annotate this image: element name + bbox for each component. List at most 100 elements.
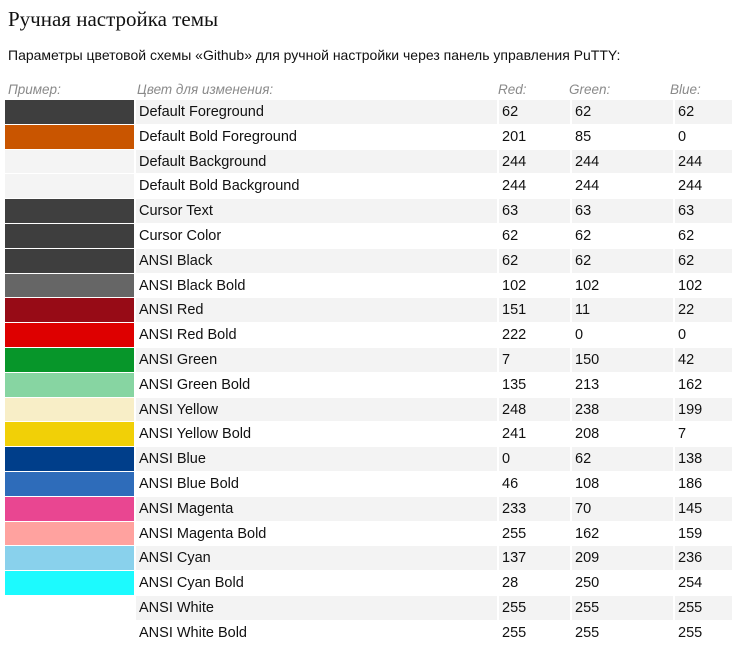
blue-value: 7 (675, 421, 732, 447)
color-name: ANSI Magenta Bold (136, 520, 497, 546)
table-row: ANSI Black Bold 102 102 102 (5, 272, 732, 298)
blue-value: 186 (675, 470, 732, 496)
color-swatch (5, 594, 134, 620)
table-row: Cursor Color 62 62 62 (5, 222, 732, 248)
color-swatch (5, 123, 134, 149)
table-row: Default Background 244 244 244 (5, 148, 732, 174)
color-swatch (5, 520, 134, 546)
color-name: ANSI Cyan Bold (136, 570, 497, 595)
color-name: ANSI Yellow Bold (136, 421, 497, 447)
red-value: 62 (499, 222, 570, 248)
green-value: 85 (572, 123, 673, 149)
green-value: 62 (572, 247, 673, 273)
color-name: ANSI Black Bold (136, 272, 497, 298)
blue-value: 62 (675, 247, 732, 273)
blue-value: 255 (675, 619, 732, 645)
green-value: 244 (572, 173, 673, 199)
table-row: ANSI Red Bold 222 0 0 (5, 322, 732, 347)
table-row: ANSI White Bold 255 255 255 (5, 619, 732, 645)
color-swatch (5, 619, 134, 645)
color-swatch (5, 421, 134, 447)
table-row: ANSI Cyan Bold 28 250 254 (5, 570, 732, 595)
header-red: Red: (498, 82, 527, 97)
red-value: 28 (499, 570, 570, 595)
color-name: ANSI Black (136, 247, 497, 273)
blue-value: 62 (675, 99, 732, 124)
red-value: 255 (499, 619, 570, 645)
color-name: ANSI Blue Bold (136, 470, 497, 496)
color-name: ANSI Red (136, 297, 497, 323)
red-value: 244 (499, 148, 570, 174)
green-value: 208 (572, 421, 673, 447)
color-name: ANSI Cyan (136, 545, 497, 571)
header-example: Пример: (8, 82, 61, 97)
header-color: Цвет для изменения: (137, 82, 274, 97)
green-value: 102 (572, 272, 673, 298)
red-value: 63 (499, 198, 570, 223)
color-name: ANSI White Bold (136, 619, 497, 645)
intro-text: Параметры цветовой схемы «Github» для ру… (8, 47, 621, 63)
table-row: ANSI Yellow 248 238 199 (5, 396, 732, 422)
color-name: Default Bold Background (136, 173, 497, 199)
color-name: Cursor Text (136, 198, 497, 223)
color-swatch (5, 570, 134, 595)
page-title: Ручная настройка темы (8, 7, 219, 31)
blue-value: 254 (675, 570, 732, 595)
table-row: ANSI Yellow Bold 241 208 7 (5, 421, 732, 447)
header-blue: Blue: (670, 82, 701, 97)
color-name: ANSI White (136, 594, 497, 620)
blue-value: 62 (675, 222, 732, 248)
color-name: Default Bold Foreground (136, 123, 497, 149)
blue-value: 199 (675, 396, 732, 422)
color-name: ANSI Green (136, 346, 497, 372)
red-value: 62 (499, 99, 570, 124)
color-name: ANSI Green Bold (136, 371, 497, 397)
green-value: 62 (572, 99, 673, 124)
blue-value: 42 (675, 346, 732, 372)
blue-value: 138 (675, 446, 732, 471)
table-row: Cursor Text 63 63 63 (5, 198, 732, 223)
table-row: ANSI Blue Bold 46 108 186 (5, 470, 732, 496)
color-name: Default Foreground (136, 99, 497, 124)
color-swatch (5, 148, 134, 174)
table-row: Default Bold Foreground 201 85 0 (5, 123, 732, 149)
red-value: 62 (499, 247, 570, 273)
blue-value: 236 (675, 545, 732, 571)
blue-value: 244 (675, 173, 732, 199)
green-value: 213 (572, 371, 673, 397)
red-value: 135 (499, 371, 570, 397)
blue-value: 102 (675, 272, 732, 298)
green-value: 63 (572, 198, 673, 223)
color-table: Пример: Цвет для изменения: Red: Green: … (5, 80, 732, 645)
blue-value: 63 (675, 198, 732, 223)
color-name: ANSI Yellow (136, 396, 497, 422)
green-value: 11 (572, 297, 673, 323)
blue-value: 22 (675, 297, 732, 323)
red-value: 244 (499, 173, 570, 199)
color-swatch (5, 495, 134, 521)
color-swatch (5, 297, 134, 323)
blue-value: 255 (675, 594, 732, 620)
color-swatch (5, 446, 134, 471)
green-value: 62 (572, 446, 673, 471)
color-swatch (5, 470, 134, 496)
red-value: 255 (499, 594, 570, 620)
green-value: 108 (572, 470, 673, 496)
red-value: 46 (499, 470, 570, 496)
red-value: 241 (499, 421, 570, 447)
blue-value: 162 (675, 371, 732, 397)
color-swatch (5, 247, 134, 273)
color-swatch (5, 272, 134, 298)
color-swatch (5, 545, 134, 571)
red-value: 248 (499, 396, 570, 422)
red-value: 151 (499, 297, 570, 323)
table-row: ANSI Black 62 62 62 (5, 247, 732, 273)
green-value: 150 (572, 346, 673, 372)
red-value: 7 (499, 346, 570, 372)
green-value: 255 (572, 594, 673, 620)
table-row: ANSI Green Bold 135 213 162 (5, 371, 732, 397)
green-value: 0 (572, 322, 673, 347)
table-row: Default Bold Background 244 244 244 (5, 173, 732, 199)
green-value: 62 (572, 222, 673, 248)
blue-value: 145 (675, 495, 732, 521)
